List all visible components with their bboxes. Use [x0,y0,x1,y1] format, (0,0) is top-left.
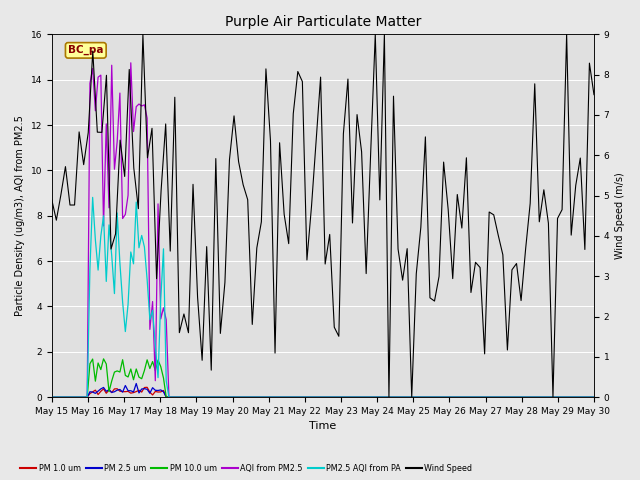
Legend: PM 1.0 um, PM 2.5 um, PM 10.0 um, AQI from PM2.5, PM2.5 AQI from PA, Wind Speed: PM 1.0 um, PM 2.5 um, PM 10.0 um, AQI fr… [17,460,476,476]
Y-axis label: Wind Speed (m/s): Wind Speed (m/s) [615,172,625,259]
Title: Purple Air Particulate Matter: Purple Air Particulate Matter [225,15,421,29]
Text: BC_pa: BC_pa [68,45,104,56]
Y-axis label: Particle Density (ug/m3), AQI from PM2.5: Particle Density (ug/m3), AQI from PM2.5 [15,115,25,316]
X-axis label: Time: Time [309,421,337,432]
